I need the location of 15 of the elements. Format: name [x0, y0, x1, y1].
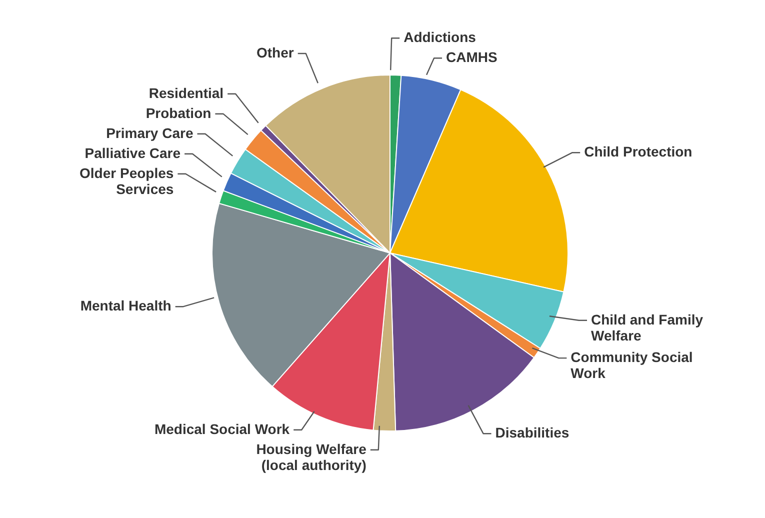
slice-label: Mental Health: [80, 298, 172, 314]
slice-label: Child Protection: [584, 144, 692, 160]
slice-label: Child and Family Welfare: [591, 311, 704, 344]
slice-label: CAMHS: [446, 49, 498, 66]
slice-label: Residential: [148, 84, 224, 101]
slice-label: Older Peoples Services: [80, 164, 174, 197]
slice-label: Other: [256, 44, 294, 60]
slice-label: Addictions: [404, 29, 476, 46]
slice-label: Community Social Work: [570, 349, 693, 382]
slice-label: Probation: [146, 104, 212, 121]
slice-label: Housing Welfare (local authority): [256, 440, 367, 473]
slice-label: Disabilities: [495, 424, 570, 441]
slice-label: Palliative Care: [84, 144, 181, 161]
slice-label: Primary Care: [106, 124, 194, 141]
slice-label: Medical Social Work: [154, 420, 290, 437]
